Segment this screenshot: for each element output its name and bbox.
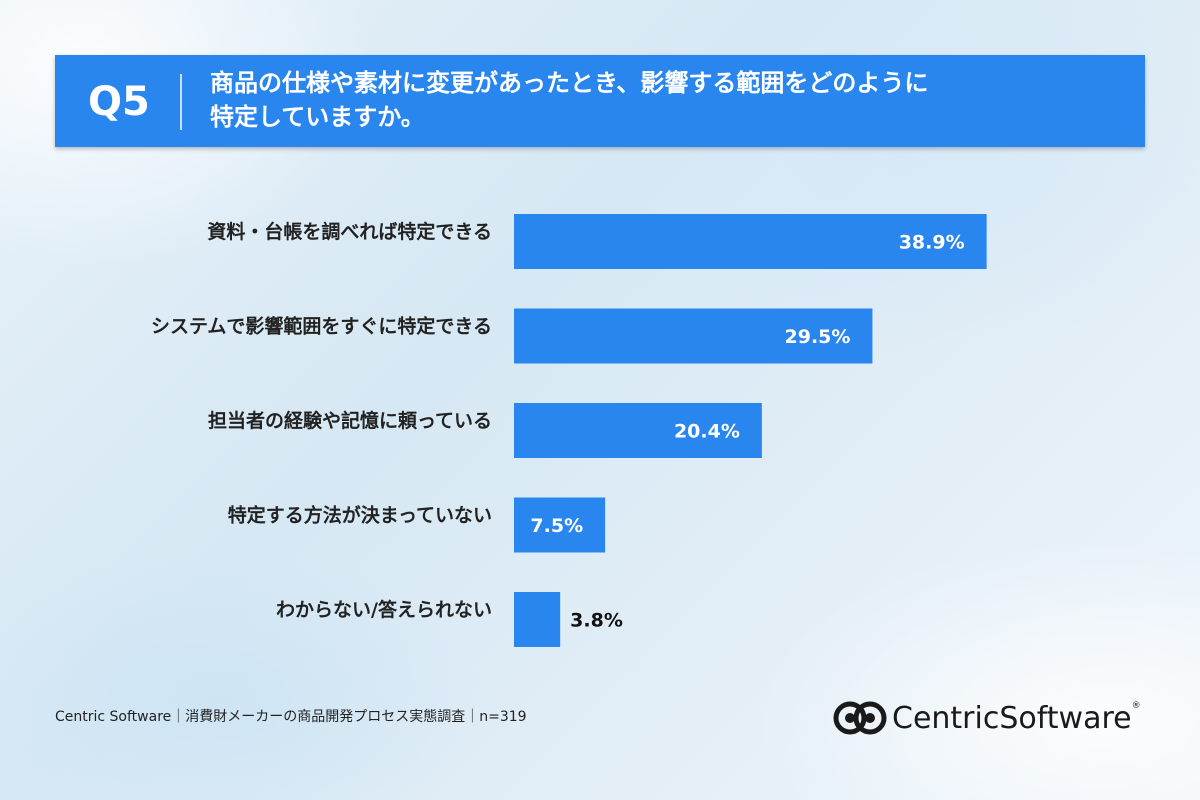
- bar-4: [514, 592, 561, 647]
- category-label-4: わからない/答えられない: [276, 598, 492, 621]
- centric-software-logo: CentricSoftware®: [832, 696, 1144, 742]
- logo-wordmark: CentricSoftware®: [892, 696, 1141, 742]
- value-label-1: 29.5%: [785, 326, 851, 348]
- category-label-2: 担当者の経験や記憶に頼っている: [208, 409, 492, 432]
- value-label-3: 7.5%: [530, 515, 583, 537]
- value-label-2: 20.4%: [674, 421, 740, 443]
- question-title-line-2: 特定していますか。: [210, 103, 425, 131]
- logo-word-software: Software: [999, 701, 1132, 736]
- question-title-line-1: 商品の仕様や素材に変更があったとき、影響する範囲をどのように: [210, 69, 929, 97]
- bar-3: [514, 497, 606, 553]
- question-title: 商品の仕様や素材に変更があったとき、影響する範囲をどのように 特定していますか。: [210, 66, 1110, 134]
- source-note: Centric Software｜消費財メーカーの商品開発プロセス実態調査｜n=…: [55, 709, 527, 725]
- bar-2: [514, 403, 762, 458]
- bar-1: [514, 308, 873, 364]
- category-label-0: 資料・台帳を調べれば特定できる: [207, 220, 492, 243]
- question-banner: [55, 55, 1145, 147]
- value-label-4: 3.8%: [570, 610, 623, 632]
- bar-0: [514, 214, 987, 269]
- logo-registered-mark: ®: [1131, 701, 1141, 711]
- logo-word-centric: Centric: [892, 701, 1000, 736]
- category-label-3: 特定する方法が決まっていない: [228, 504, 492, 527]
- centric-logo-icon: [833, 701, 887, 735]
- category-label-1: システムで影響範囲をすぐに特定できる: [151, 315, 492, 338]
- question-number: Q5: [88, 79, 150, 125]
- value-label-0: 38.9%: [899, 232, 965, 254]
- question-divider: [180, 74, 182, 130]
